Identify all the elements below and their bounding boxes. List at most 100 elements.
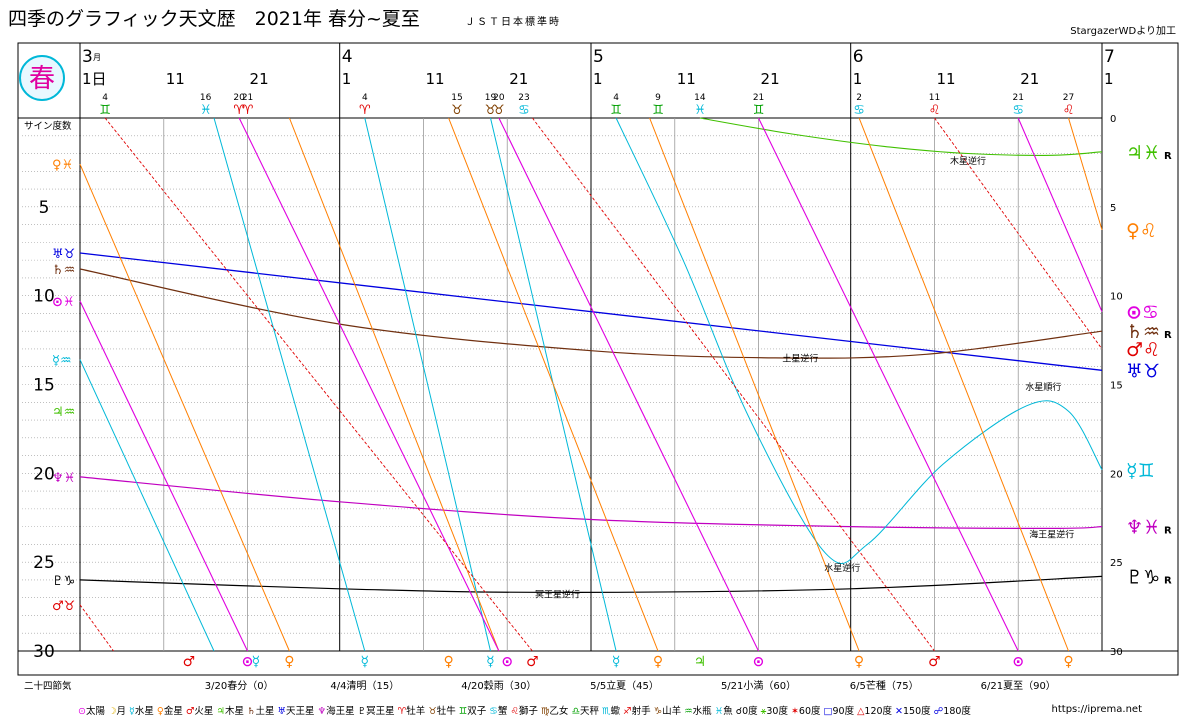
moon-ingress-day: 19 [485, 93, 497, 103]
legend-item: ♉牡牛 [428, 706, 456, 717]
sekki-item: 6/5芒種（75） [850, 679, 919, 692]
retrograde-flag: R [1164, 575, 1172, 586]
legend-item: ♃木星 [216, 706, 244, 717]
bottom-planet-marker: ☿ [252, 654, 261, 670]
day-tick-label: 1 [593, 70, 603, 88]
month-label: 3 [82, 47, 93, 67]
chart-annotation: 土星逆行 [782, 352, 818, 364]
day-tick-label: 1 [853, 70, 863, 88]
series-line [79, 476, 1103, 530]
month-label: 6 [853, 47, 864, 67]
series-line [934, 117, 1103, 350]
chart-annotation: 海王星逆行 [1029, 528, 1074, 540]
legend-item: ☿水星 [129, 706, 154, 717]
retrograde-flag: R [1164, 330, 1172, 341]
moon-ingress-sign: ♈ [242, 103, 254, 118]
moon-ingress-sign: ♋ [518, 103, 530, 118]
moon-ingress-day: 21 [753, 93, 764, 103]
legend: ⊙太陽 ☽月 ☿水星 ♀金星 ♂火星 ♃木星 ♄土星 ♅天王星 ♆海王星 ♇冥王星 ♈牡羊 ♉牡牛 ♊双… [78, 703, 974, 717]
series-line [79, 359, 215, 652]
day-tick-label: 1 [1104, 70, 1114, 88]
bottom-planet-marker: ♀ [854, 654, 864, 670]
left-planet-label: ♆♓ [52, 471, 75, 486]
series-line [79, 164, 290, 652]
right-planet-label: ⊙♋ [1126, 302, 1159, 324]
right-planet-label: ♄♒ [1126, 321, 1160, 343]
legend-item: ♌獅子 [510, 706, 538, 717]
legend-item: ♆海王星 [317, 706, 355, 717]
moon-ingress-sign: ♓ [694, 103, 706, 118]
moon-ingress-day: 15 [451, 93, 462, 103]
sekki-item: 3/20春分（0） [205, 680, 274, 692]
legend-item: ♇冥王星 [357, 706, 395, 717]
series-line [532, 117, 935, 652]
moon-ingress-sign: ♌ [929, 103, 941, 118]
site-url[interactable]: https://iprema.net [1051, 704, 1142, 715]
y-tick-label: 5 [39, 198, 50, 218]
moon-ingress-day: 27 [1063, 93, 1074, 103]
chart-annotation: 水星順行 [1025, 381, 1061, 393]
season-badge-text: 春 [29, 64, 55, 94]
day-tick-label: 1 [342, 70, 352, 88]
bottom-planet-marker: ♂ [526, 654, 539, 670]
bottom-planet-marker: ♀ [443, 654, 453, 670]
right-planet-label: ☿♊ [1126, 460, 1155, 482]
legend-item: ✕150度 [895, 706, 931, 717]
bottom-planet-marker: ♀ [1063, 654, 1073, 670]
left-planet-label: ♄♒ [52, 263, 75, 278]
month-label: 7 [1104, 47, 1115, 67]
bottom-planet-marker: ☿ [486, 654, 495, 670]
right-planet-label: ♆♓ [1126, 517, 1160, 539]
moon-ingress-sign: ♊ [610, 103, 622, 118]
day-tick-label: 21 [1020, 70, 1039, 88]
timezone-subtitle: ＪＳＴ日本標準時 [465, 17, 561, 28]
series-line [649, 117, 860, 652]
series-line [238, 117, 500, 652]
day-tick-label: 11 [936, 70, 955, 88]
moon-ingress-sign: ♌ [1063, 103, 1075, 118]
right-planet-label: ♀♌ [1126, 220, 1157, 242]
right-y-tick-label: 20 [1110, 469, 1123, 480]
legend-item: ♎天秤 [571, 706, 599, 717]
day-tick-label: 1日 [82, 70, 107, 88]
series-line [79, 575, 1103, 594]
left-planet-label: ♀♓ [52, 158, 73, 173]
bottom-planet-marker: ♂ [928, 654, 941, 670]
series-line [364, 117, 491, 652]
legend-item: ✶60度 [790, 706, 821, 717]
legend-item: ♅天王星 [277, 706, 315, 717]
legend-item: ☍180度 [933, 706, 971, 717]
legend-item: ♓魚 [714, 706, 733, 717]
right-planet-label: ♂♌ [1126, 339, 1160, 361]
moon-ingress-day: 23 [518, 93, 529, 103]
y-tick-label: 15 [33, 376, 55, 396]
left-planet-label: ⊙♓ [52, 295, 75, 310]
left-planet-label: ♂♉ [52, 599, 75, 614]
left-planet-label: ♇♑ [52, 574, 75, 589]
legend-item: ♏蠍 [601, 706, 621, 717]
chart-annotation: 冥王星逆行 [535, 589, 580, 601]
legend-item: ♋蟹 [489, 706, 508, 717]
series-line [448, 117, 659, 652]
series-line [498, 117, 759, 652]
chart-annotation: 水星逆行 [824, 562, 860, 574]
moon-ingress-sign: ♉ [485, 103, 497, 118]
y-tick-label: 30 [33, 642, 55, 662]
series-line [213, 117, 366, 652]
series-line [79, 252, 1103, 371]
moon-ingress-sign: ♋ [853, 103, 865, 118]
right-y-tick-label: 0 [1110, 114, 1116, 125]
sekki-item: 6/21夏至（90） [981, 680, 1056, 692]
sign-axis-label: サイン度数 [24, 120, 72, 132]
moon-ingress-sign: ♉ [493, 103, 505, 118]
right-y-tick-label: 30 [1110, 647, 1123, 658]
series-line [1017, 117, 1103, 312]
bottom-planet-marker: ⊙ [501, 654, 513, 670]
y-tick-label: 10 [33, 287, 55, 307]
sekki-item: 4/4清明（15） [330, 679, 399, 692]
legend-item: ♍乙女 [540, 706, 569, 717]
season-badge-circle [19, 55, 65, 101]
credit-text: StargazerWDより加工 [1070, 26, 1176, 37]
series-line [699, 117, 1103, 156]
right-y-tick-label: 15 [1110, 381, 1123, 392]
